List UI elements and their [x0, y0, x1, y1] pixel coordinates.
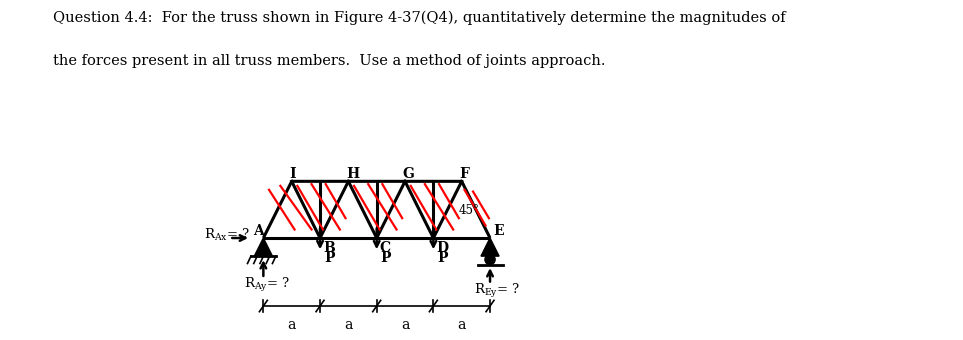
Text: 45°: 45°	[458, 204, 480, 217]
Text: the forces present in all truss members.  Use a method of joints approach.: the forces present in all truss members.…	[53, 54, 606, 68]
Text: a: a	[401, 319, 409, 333]
Text: P: P	[380, 251, 391, 265]
Text: a: a	[457, 319, 466, 333]
Text: a: a	[288, 319, 296, 333]
Text: a: a	[344, 319, 352, 333]
Text: E: E	[493, 224, 504, 238]
Polygon shape	[254, 238, 273, 256]
Text: D: D	[436, 241, 449, 255]
Text: $\mathregular{R_{Ey}}$= ?: $\mathregular{R_{Ey}}$= ?	[474, 282, 520, 300]
Text: I: I	[290, 167, 296, 181]
Text: B: B	[323, 241, 334, 255]
Text: $\mathregular{R_{Ay}}$= ?: $\mathregular{R_{Ay}}$= ?	[244, 276, 290, 294]
Text: $\mathregular{R_{Ax}}$= ?: $\mathregular{R_{Ax}}$= ?	[204, 227, 250, 243]
Text: G: G	[403, 167, 415, 181]
Circle shape	[485, 254, 495, 265]
Polygon shape	[481, 238, 499, 256]
Text: F: F	[459, 167, 469, 181]
Text: C: C	[379, 241, 391, 255]
Text: P: P	[437, 251, 448, 265]
Text: A: A	[253, 224, 264, 238]
Text: H: H	[346, 167, 359, 181]
Text: P: P	[324, 251, 334, 265]
Text: Question 4.4:  For the truss shown in Figure 4-37(Q4), quantitatively determine : Question 4.4: For the truss shown in Fig…	[53, 10, 786, 24]
